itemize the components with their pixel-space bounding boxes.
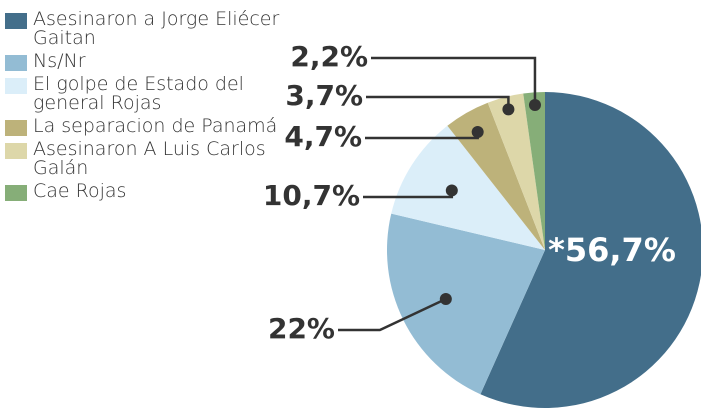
legend-label: Cae Rojas <box>33 180 127 202</box>
legend-item: Asesinaron A Luis Carlos Galán <box>5 140 280 178</box>
data-label: 4,7% <box>284 120 362 153</box>
pie-slice <box>487 93 545 250</box>
data-label: 2,2% <box>290 40 368 73</box>
pie-slice <box>386 213 545 395</box>
label-dot <box>471 125 484 138</box>
pie-slice <box>480 92 701 408</box>
legend-swatch <box>5 120 27 136</box>
legend-label: Asesinaron A Luis Carlos Galán <box>33 138 266 179</box>
legend-label: El golpe de Estado del general Rojas <box>33 73 244 114</box>
legend-item: Asesinaron a Jorge Eliécer Gaitan <box>5 10 280 48</box>
legend-label: La separacion de Panamá <box>33 115 278 137</box>
legend-item: El golpe de Estado del general Rojas <box>5 75 280 113</box>
label-dot <box>528 98 541 111</box>
legend-swatch <box>5 143 27 159</box>
pie-slice <box>447 102 545 251</box>
legend-swatch <box>5 185 27 201</box>
legend-item: La separacion de Panamá <box>5 117 280 136</box>
data-label: 22% <box>268 312 335 345</box>
legend-label: Asesinaron a Jorge Eliécer Gaitan <box>33 8 280 49</box>
label-dot <box>445 184 458 197</box>
legend-item: Ns/Nr <box>5 52 280 71</box>
pie-slice <box>523 92 545 250</box>
leader-line <box>338 297 447 332</box>
legend-item: Cae Rojas <box>5 182 280 201</box>
label-dot <box>502 103 515 116</box>
pie-slice <box>391 125 545 250</box>
legend-swatch <box>5 13 27 29</box>
legend-swatch <box>5 78 27 94</box>
label-dot <box>439 292 452 305</box>
data-label: 3,7% <box>285 79 363 112</box>
data-label: 10,7% <box>263 179 360 212</box>
legend-label: Ns/Nr <box>33 50 86 72</box>
legend-swatch <box>5 55 27 71</box>
data-label: *56,7% <box>548 231 676 269</box>
leader-line <box>371 56 537 105</box>
legend: Asesinaron a Jorge Eliécer Gaitan Ns/Nr El… <box>5 10 280 205</box>
